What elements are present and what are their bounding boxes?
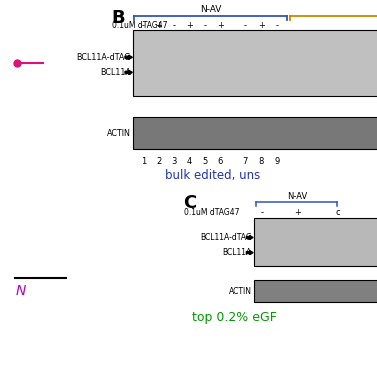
Text: top 0.2% eGF: top 0.2% eGF <box>192 311 276 324</box>
FancyArrow shape <box>246 251 253 254</box>
Text: ACTIN: ACTIN <box>229 287 252 296</box>
Text: BCL11A-dTAG: BCL11A-dTAG <box>200 233 252 242</box>
Bar <box>254 218 377 266</box>
Bar <box>133 117 377 149</box>
Text: 0.1uM dTAG47: 0.1uM dTAG47 <box>112 21 168 30</box>
Text: 7: 7 <box>242 157 248 166</box>
Text: -: - <box>276 21 279 30</box>
Text: +: + <box>258 21 265 30</box>
Text: 3: 3 <box>172 157 177 166</box>
Text: C: C <box>183 194 196 212</box>
Text: -: - <box>173 21 176 30</box>
Text: BCL11A-dTAG: BCL11A-dTAG <box>76 53 131 62</box>
Text: 9: 9 <box>275 157 280 166</box>
Text: 5: 5 <box>202 157 208 166</box>
FancyArrow shape <box>246 236 253 239</box>
Text: 4: 4 <box>187 157 192 166</box>
FancyArrow shape <box>125 70 132 75</box>
Text: +: + <box>186 21 193 30</box>
Text: bulk edited, uns: bulk edited, uns <box>166 169 261 182</box>
Text: 0.1uM dTAG47: 0.1uM dTAG47 <box>184 208 239 217</box>
Text: 8: 8 <box>259 157 264 166</box>
Text: 1: 1 <box>141 157 146 166</box>
Text: N-AV: N-AV <box>200 5 221 14</box>
Text: BCL11A: BCL11A <box>100 68 131 77</box>
Text: B: B <box>111 9 125 28</box>
Text: N-AV: N-AV <box>287 192 307 201</box>
Text: N: N <box>16 284 26 297</box>
Text: +: + <box>217 21 224 30</box>
Text: -: - <box>204 21 207 30</box>
Text: ACTIN: ACTIN <box>107 129 131 138</box>
Bar <box>254 280 377 302</box>
Text: +: + <box>155 21 162 30</box>
Text: c: c <box>335 208 340 217</box>
Text: -: - <box>261 208 264 217</box>
FancyArrow shape <box>125 55 132 60</box>
Text: 6: 6 <box>218 157 223 166</box>
Text: -: - <box>244 21 247 30</box>
Text: +: + <box>294 208 301 217</box>
Text: BCL11A: BCL11A <box>222 248 252 257</box>
Bar <box>133 30 377 96</box>
Text: -: - <box>142 21 145 30</box>
Text: 2: 2 <box>156 157 161 166</box>
